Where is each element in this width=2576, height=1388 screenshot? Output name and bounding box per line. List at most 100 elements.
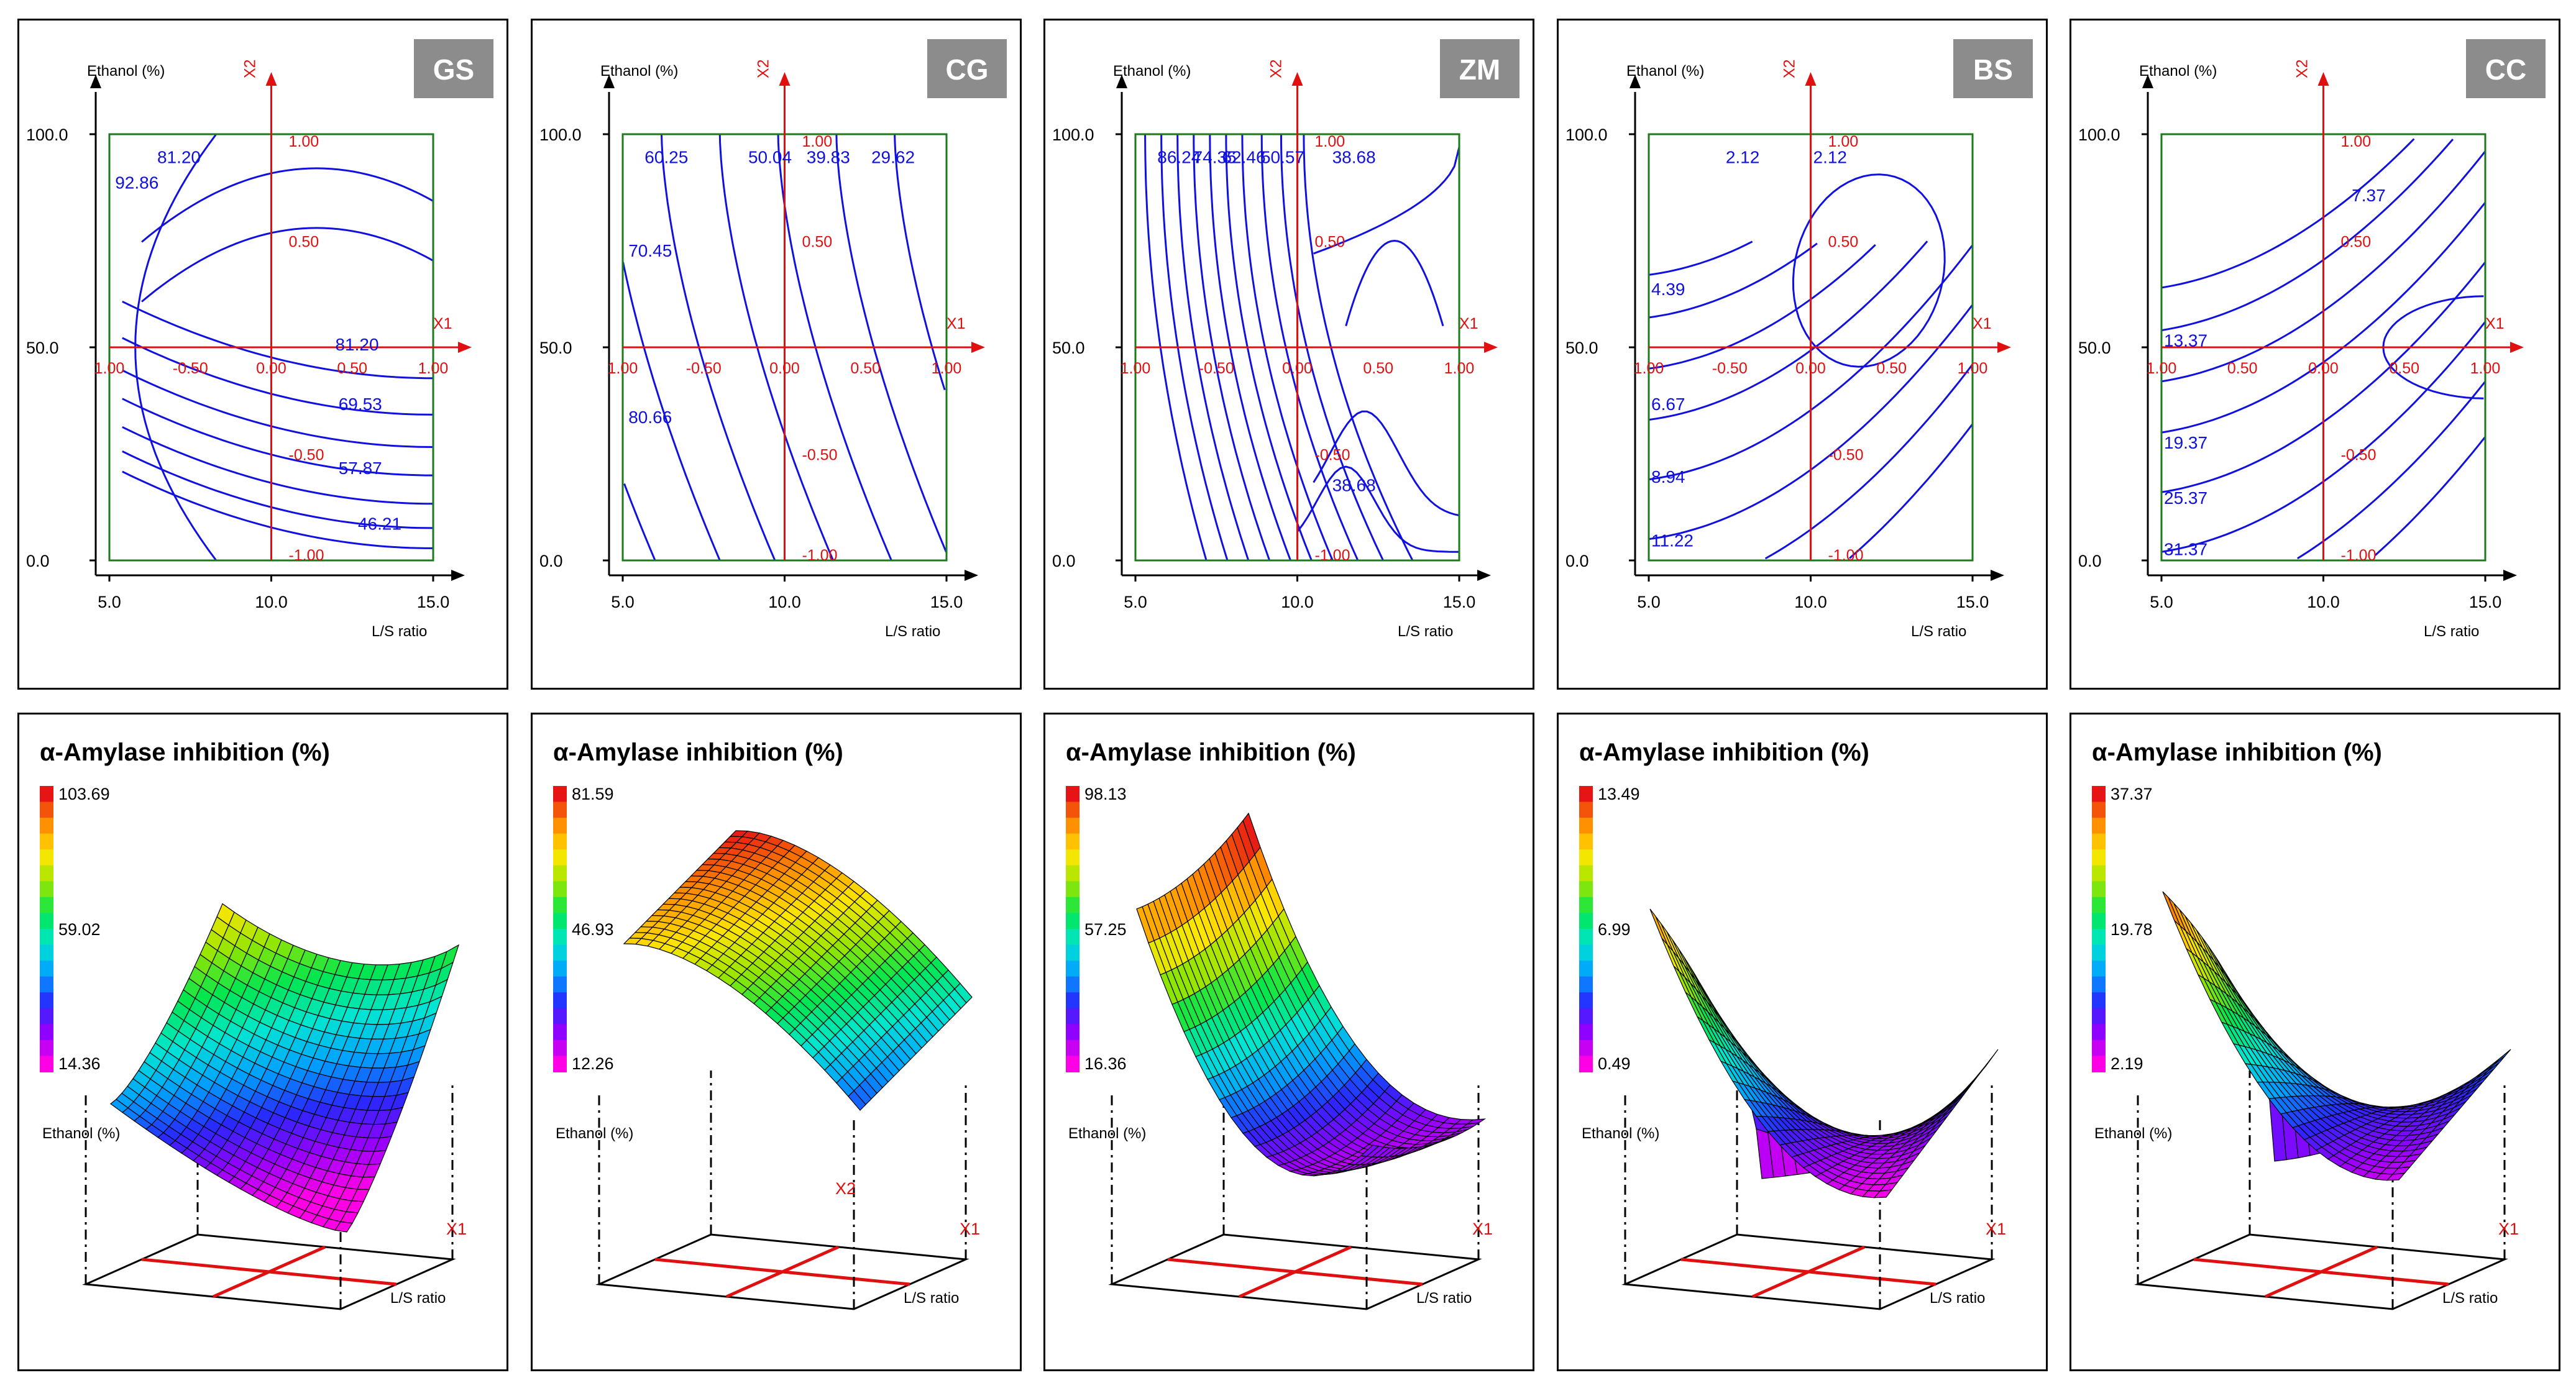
coded-x-tick: 0.50 <box>2227 360 2258 377</box>
contour-value-label: 4.39 <box>1651 280 1685 299</box>
colorbar-max-label: 13.49 <box>1598 785 1640 803</box>
contour-value-label: 74.35 <box>1193 147 1237 167</box>
x-tick-label: 15.0 <box>1956 593 1989 611</box>
contour-value-label: 29.62 <box>871 147 914 167</box>
surface-x-label: L/S ratio <box>1416 1290 1472 1307</box>
coded-x-tick: 1.00 <box>1444 360 1475 377</box>
sample-badge: ZM <box>1440 39 1519 98</box>
x-tick-label: 10.0 <box>255 593 288 611</box>
panel-frame <box>1043 19 1534 690</box>
y-tick-label: 0.0 <box>1052 552 1076 570</box>
contour-line <box>623 483 656 560</box>
contour-value-label: 2.12 <box>1725 147 1759 167</box>
surface-cell <box>2386 1172 2406 1181</box>
coded-x-tick: 0.00 <box>256 360 286 377</box>
colorbar-step <box>1579 833 1593 851</box>
colorbar-step <box>1579 961 1593 977</box>
response-surface <box>1136 812 1487 1177</box>
sample-label: GS <box>433 53 474 86</box>
panel-frame <box>2070 19 2560 690</box>
contour-value-label: 7.37 <box>2352 186 2386 205</box>
colorbar-max-label: 98.13 <box>1084 785 1127 803</box>
coded-axis-x2-label: X2 <box>1268 59 1285 78</box>
colorbar-step <box>1066 913 1079 929</box>
coded-x-tick: -0.50 <box>1712 360 1747 377</box>
y-tick-label: 100.0 <box>1565 126 1608 144</box>
coded-axes <box>2161 72 2524 560</box>
contour-line <box>122 426 433 505</box>
surface-x-label: L/S ratio <box>2442 1290 2498 1307</box>
contour-line <box>122 300 433 380</box>
response-surface <box>2162 891 2511 1181</box>
colorbar-min-label: 0.49 <box>1598 1054 1631 1073</box>
contour-line <box>1313 410 1459 517</box>
colorbar-step <box>1066 1008 1079 1025</box>
base-plane <box>2134 1071 2508 1310</box>
contour-line <box>141 167 433 243</box>
colorbar-step <box>40 881 53 898</box>
x-tick-label: 10.0 <box>2307 593 2340 611</box>
sample-badge: CG <box>927 39 1007 98</box>
colorbar-step <box>2092 976 2106 993</box>
colorbar-step <box>40 818 53 834</box>
y-tick-label: 100.0 <box>1052 126 1094 144</box>
contour-line <box>1648 242 1818 319</box>
colorbar-min-label: 12.26 <box>572 1054 614 1073</box>
sample-badge: CC <box>2466 39 2546 98</box>
colorbar-step <box>1579 1039 1593 1057</box>
panel-frame <box>17 19 508 690</box>
colorbar-step <box>1066 944 1079 962</box>
base-plane <box>1108 1071 1482 1310</box>
coded-x-tick: 1.00 <box>418 360 449 377</box>
colorbar-step <box>1066 961 1079 977</box>
contour-line <box>1648 244 1876 370</box>
surface-y-label: Ethanol (%) <box>1068 1125 1146 1142</box>
y-tick-label: 0.0 <box>1565 552 1589 570</box>
colorbar-step <box>1066 818 1079 834</box>
coded-axis-x1-label: X1 <box>947 315 966 332</box>
colorbar-step <box>40 1024 53 1041</box>
surface-panel-bs: α-Amylase inhibition (%) 13.49 6.99 0.49 Eth… <box>1556 713 2048 1371</box>
surface-panel-cg: α-Amylase inhibition (%) 81.59 46.93 12.26 E… <box>530 713 1022 1371</box>
surface-title: α-Amylase inhibition (%) <box>40 739 330 766</box>
contour-panel-zm: ZM Ethanol (%) L/S ratio 0.0 50.0 100.0 5.0 10.… <box>1043 19 1534 690</box>
surface-title: α-Amylase inhibition (%) <box>1066 739 1356 766</box>
colorbar <box>40 786 53 1072</box>
coded-y-tick: 0.50 <box>1828 234 1858 251</box>
contour-value-label: 50.04 <box>748 147 791 167</box>
colorbar-step <box>2092 786 2106 803</box>
coded-x-tick: -0.50 <box>685 360 721 377</box>
colorbar-step <box>1066 976 1079 993</box>
colorbar-step <box>1579 929 1593 946</box>
colorbar-step <box>2092 801 2106 819</box>
colorbar-step <box>2092 818 2106 834</box>
colorbar-step <box>40 1039 53 1057</box>
colorbar-step <box>1579 865 1593 882</box>
y-axis-label: Ethanol (%) <box>600 63 678 80</box>
colorbar-step <box>1579 913 1593 929</box>
colorbar-step <box>552 818 567 834</box>
colorbar <box>1066 786 1079 1072</box>
colorbar-step <box>1579 897 1593 914</box>
colorbar-mid-label: 19.78 <box>2111 920 2153 939</box>
contour-value-label: 11.22 <box>1651 531 1694 550</box>
sample-label: CC <box>2485 53 2526 86</box>
colorbar <box>2092 786 2106 1072</box>
contour-value-label: 39.83 <box>806 147 850 167</box>
y-tick-label: 50.0 <box>26 339 59 357</box>
panel-frame <box>530 713 1022 1371</box>
coded-y-tick: 1.00 <box>802 133 832 150</box>
y-tick-label: 100.0 <box>26 126 68 144</box>
coded-x-tick: 1.00 <box>94 360 125 377</box>
surface-coded-y-label: X2 <box>835 1179 856 1198</box>
contour-value-label: 31.37 <box>2164 539 2207 559</box>
coded-x-tick: -0.50 <box>173 360 208 377</box>
contour-lines <box>122 134 433 560</box>
coded-y-tick: 1.00 <box>1315 133 1345 150</box>
colorbar-step <box>40 1008 53 1025</box>
colorbar-step <box>552 1056 567 1072</box>
coded-x-tick: -0.50 <box>1199 360 1234 377</box>
surface-cell <box>1360 1144 1380 1157</box>
coded-y-tick: -0.50 <box>802 447 837 464</box>
sample-badge: GS <box>414 39 493 98</box>
